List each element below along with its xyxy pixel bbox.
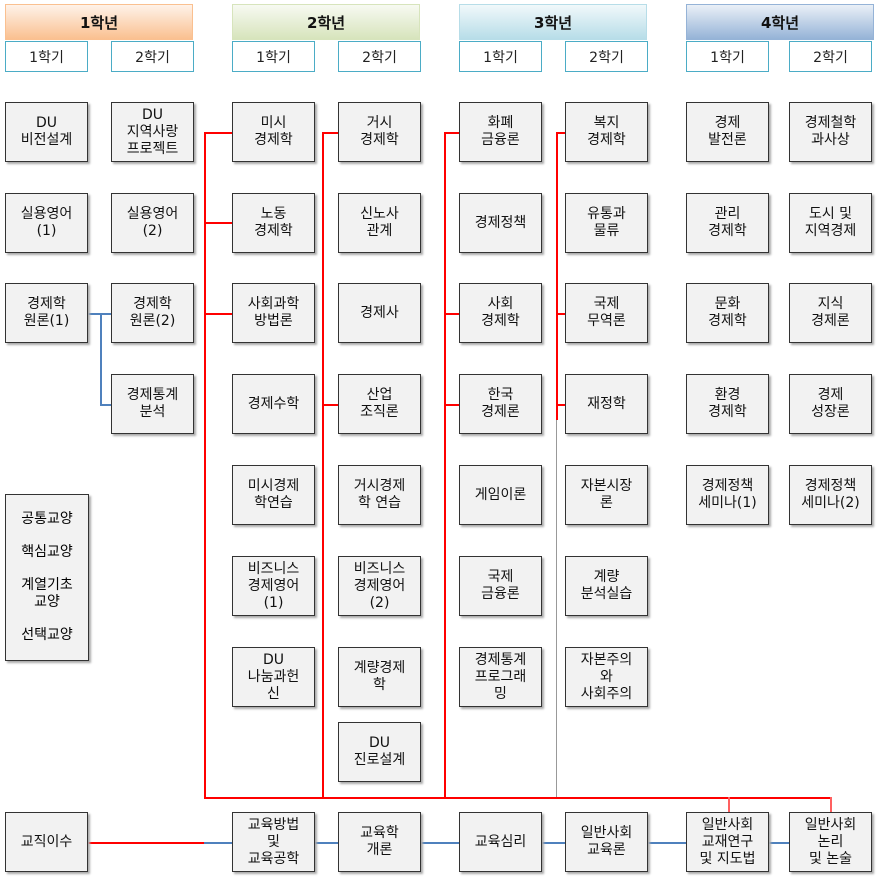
course-box: 경제정책 세미나(1) <box>686 465 769 525</box>
teaching-course-box: 일반사회 교재연구 및 지도법 <box>686 812 769 872</box>
course-box: 화폐 금융론 <box>459 102 542 162</box>
connector-line <box>556 420 557 798</box>
course-box: 자본시장 론 <box>565 465 648 525</box>
course-box: 경제 발전론 <box>686 102 769 162</box>
course-box: DU 지역사랑 프로젝트 <box>111 102 194 162</box>
course-box: 경제 성장론 <box>789 374 872 434</box>
course-box: 환경 경제학 <box>686 374 769 434</box>
teaching-course-box: 교육방법 및 교육공학 <box>232 812 315 872</box>
connector-branch <box>322 132 350 134</box>
connector-branch <box>444 313 472 315</box>
year-header: 3학년 <box>459 4 647 40</box>
course-box: 경제사 <box>338 283 421 343</box>
connector-line <box>830 797 832 812</box>
legend-item: 공통교양 <box>21 511 73 527</box>
course-box: 산업 조직론 <box>338 374 421 434</box>
connector-line <box>444 132 446 798</box>
teaching-course-box: 일반사회 논리 및 논술 <box>789 812 872 872</box>
course-box: 한국 경제론 <box>459 374 542 434</box>
connector-line <box>322 132 324 798</box>
semester-header: 2학기 <box>565 41 648 72</box>
semester-header: 1학기 <box>5 41 88 72</box>
legend-item: 핵심교양 <box>21 544 73 560</box>
course-box: 거시 경제학 <box>338 102 421 162</box>
course-box: 경제통계 프로그래 밍 <box>459 647 542 707</box>
year-header: 4학년 <box>686 4 874 40</box>
semester-header: 1학기 <box>686 41 769 72</box>
course-box: 국제 금융론 <box>459 556 542 616</box>
course-box: 경제철학 과사상 <box>789 102 872 162</box>
connector-branch <box>444 404 472 406</box>
teaching-course-box: 교육심리 <box>459 812 542 872</box>
course-box: 게임이론 <box>459 465 542 525</box>
course-box: 경제통계 분석 <box>111 374 194 434</box>
course-box: 도시 및 지역경제 <box>789 193 872 253</box>
connector-line <box>728 797 730 812</box>
course-box: 경제정책 세미나(2) <box>789 465 872 525</box>
course-box: 계량경제 학 <box>338 647 421 707</box>
course-box: 문화 경제학 <box>686 283 769 343</box>
course-box: 경제학 원론(1) <box>5 283 88 343</box>
connector-branch <box>204 132 232 134</box>
teaching-course-box: 교육학 개론 <box>338 812 421 872</box>
prereq-line <box>88 313 111 315</box>
course-box: 미시 경제학 <box>232 102 315 162</box>
semester-header: 1학기 <box>459 41 542 72</box>
connector-line <box>204 797 831 799</box>
course-box: 경제학 원론(2) <box>111 283 194 343</box>
semester-header: 2학기 <box>111 41 194 72</box>
course-box: 경제정책 <box>459 193 542 253</box>
prereq-line <box>100 404 111 406</box>
connector-branch <box>204 222 232 224</box>
course-box: 사회과학 방법론 <box>232 283 315 343</box>
course-box: 복지 경제학 <box>565 102 648 162</box>
prereq-line <box>100 313 102 404</box>
course-box: 실용영어 (1) <box>5 193 88 253</box>
course-box: 노동 경제학 <box>232 193 315 253</box>
course-box: 경제수학 <box>232 374 315 434</box>
course-box: 비즈니스 경제영어 (1) <box>232 556 315 616</box>
teaching-line <box>88 842 204 844</box>
course-box: 지식 경제론 <box>789 283 872 343</box>
connector-line <box>556 132 558 420</box>
semester-header: 1학기 <box>232 41 315 72</box>
legend-item: 계열기초 교양 <box>21 577 73 610</box>
course-box: 비즈니스 경제영어 (2) <box>338 556 421 616</box>
connector-branch <box>204 313 232 315</box>
year-header: 1학년 <box>5 4 193 40</box>
course-box: 미시경제 학연습 <box>232 465 315 525</box>
connector-branch <box>444 132 472 134</box>
teaching-course-box: 일반사회 교육론 <box>565 812 648 872</box>
connector-branch <box>322 404 350 406</box>
course-box: 거시경제 학 연습 <box>338 465 421 525</box>
legend-item: 선택교양 <box>21 627 73 643</box>
teaching-course-box: 교직이수 <box>5 812 88 872</box>
course-box: 신노사 관계 <box>338 193 421 253</box>
course-box: 유통과 물류 <box>565 193 648 253</box>
course-box: DU 나눔과헌 신 <box>232 647 315 707</box>
semester-header: 2학기 <box>789 41 872 72</box>
course-box: 국제 무역론 <box>565 283 648 343</box>
course-box: 실용영어 (2) <box>111 193 194 253</box>
course-box: 관리 경제학 <box>686 193 769 253</box>
course-box: DU 진로설계 <box>338 722 421 782</box>
course-box: 자본주의 와 사회주의 <box>565 647 648 707</box>
course-box: 계량 분석실습 <box>565 556 648 616</box>
course-box: DU 비전설계 <box>5 102 88 162</box>
course-box: 사회 경제학 <box>459 283 542 343</box>
semester-header: 2학기 <box>338 41 421 72</box>
connector-line <box>204 132 206 798</box>
course-box: 재정학 <box>565 374 648 434</box>
year-header: 2학년 <box>232 4 420 40</box>
